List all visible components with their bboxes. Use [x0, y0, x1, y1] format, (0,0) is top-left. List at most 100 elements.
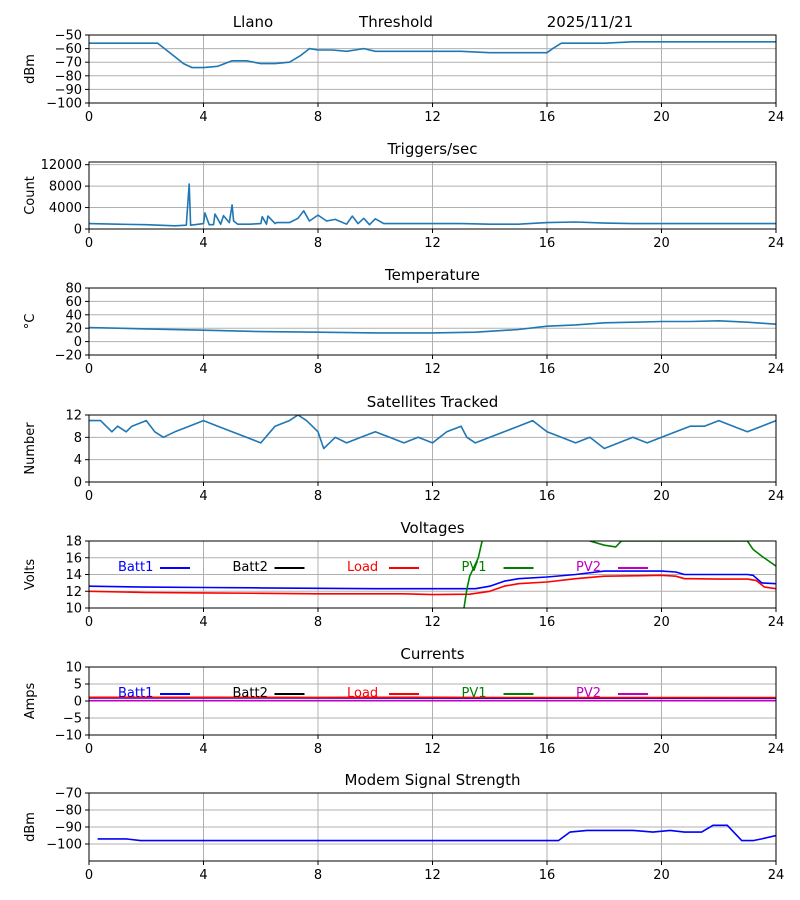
y-axis-label: Amps — [23, 682, 38, 719]
y-tick-label: 8000 — [49, 180, 82, 195]
x-tick-label: 0 — [85, 489, 93, 504]
y-axis-label: Number — [23, 422, 38, 475]
x-tick-label: 24 — [768, 362, 785, 377]
x-tick-label: 0 — [85, 362, 93, 377]
legend-label: Load — [347, 560, 378, 575]
y-tick-label: 0 — [74, 335, 82, 350]
x-tick-label: 0 — [85, 742, 93, 757]
y-tick-label: 5 — [74, 678, 82, 693]
legend-label: PV2 — [576, 686, 601, 701]
y-tick-label: −10 — [55, 729, 82, 744]
series-group — [89, 696, 776, 702]
x-tick-label: 8 — [314, 615, 322, 630]
y-tick-label: −50 — [55, 29, 82, 44]
x-tick-label: 16 — [539, 868, 556, 883]
x-tick-label: 8 — [314, 110, 322, 125]
y-tick-label: −20 — [55, 349, 82, 364]
y-tick-label: 12000 — [41, 158, 82, 173]
y-tick-label: −80 — [55, 804, 82, 819]
y-axis-label: dBm — [23, 54, 38, 84]
y-tick-label: −70 — [55, 787, 82, 802]
x-tick-label: 4 — [199, 110, 207, 125]
y-tick-label: −100 — [46, 97, 82, 112]
x-tick-label: 0 — [85, 868, 93, 883]
x-tick-label: 4 — [199, 489, 207, 504]
chart-title: Voltages — [400, 519, 464, 537]
y-tick-label: 12 — [65, 585, 82, 600]
x-tick-label: 20 — [653, 362, 670, 377]
series-line-batt1 — [89, 570, 776, 590]
y-tick-label: −5 — [63, 712, 82, 727]
x-tick-label: 4 — [199, 868, 207, 883]
legend-label: Batt1 — [118, 686, 153, 701]
chart-triggers: 0 4 8 12 16 20 24 0 4000 8000 12000 Triggers/sec Cou… — [23, 140, 784, 251]
legend-label: Batt2 — [233, 560, 268, 575]
legend-label: PV2 — [576, 560, 601, 575]
series-line-temperature — [89, 319, 776, 334]
y-tick-label: 10 — [65, 602, 82, 617]
x-tick-label: 12 — [424, 615, 441, 630]
series-line-pv1 — [463, 541, 776, 608]
series-line-satellites — [89, 415, 776, 450]
legend-label: PV1 — [462, 560, 487, 575]
y-tick-label: 16 — [65, 551, 82, 566]
x-tick-label: 4 — [199, 236, 207, 251]
chart-satellites: 0 4 8 12 16 20 24 0 4 8 12 Satellites Tracked Number — [23, 393, 784, 504]
x-tick-label: 12 — [424, 236, 441, 251]
x-tick-label: 24 — [768, 110, 785, 125]
series-group — [97, 824, 776, 842]
x-tick-label: 8 — [314, 868, 322, 883]
series-group — [89, 541, 776, 608]
chart-title: Temperature — [384, 266, 480, 284]
x-tick-label: 20 — [653, 742, 670, 757]
series-line-triggers — [89, 183, 776, 227]
chart-title: Triggers/sec — [387, 140, 478, 158]
x-tick-label: 20 — [653, 489, 670, 504]
y-tick-label: −60 — [55, 42, 82, 57]
x-tick-label: 8 — [314, 236, 322, 251]
x-tick-label: 12 — [424, 362, 441, 377]
y-tick-label: 20 — [65, 322, 82, 337]
x-tick-label: 16 — [539, 615, 556, 630]
y-tick-label: 4 — [74, 453, 82, 468]
x-tick-label: 0 — [85, 236, 93, 251]
legend-label: PV1 — [462, 686, 487, 701]
chart-title: Modem Signal Strength — [345, 771, 521, 789]
x-tick-label: 24 — [768, 615, 785, 630]
series-group — [89, 415, 776, 450]
y-tick-label: 10 — [65, 661, 82, 676]
chart-modem: 0 4 8 12 16 20 24 −100 −90 −80 −70 Modem Signal Str… — [23, 771, 784, 883]
y-tick-label: 0 — [74, 476, 82, 491]
x-tick-label: 4 — [199, 615, 207, 630]
station-name: Llano — [233, 13, 273, 31]
x-tick-label: 16 — [539, 742, 556, 757]
series-line-load — [89, 574, 776, 596]
x-tick-label: 24 — [768, 742, 785, 757]
x-tick-label: 20 — [653, 110, 670, 125]
legend-label: Batt1 — [118, 560, 153, 575]
legend: Batt1 Batt2 Load PV1 PV2 — [118, 686, 648, 701]
x-tick-label: 8 — [314, 742, 322, 757]
y-tick-label: 40 — [65, 308, 82, 323]
chart-title: Currents — [400, 645, 464, 663]
y-tick-label: 4000 — [49, 201, 82, 216]
x-tick-label: 16 — [539, 362, 556, 377]
series-group — [89, 40, 776, 69]
x-tick-label: 12 — [424, 110, 441, 125]
y-tick-label: −80 — [55, 69, 82, 84]
y-tick-label: 0 — [74, 695, 82, 710]
y-axis-label: Volts — [23, 559, 38, 591]
y-tick-label: 60 — [65, 295, 82, 310]
x-tick-label: 8 — [314, 489, 322, 504]
y-tick-label: −90 — [55, 821, 82, 836]
x-tick-label: 16 — [539, 110, 556, 125]
chart-title: Satellites Tracked — [367, 393, 498, 411]
legend: Batt1 Batt2 Load PV1 PV2 — [118, 560, 648, 575]
header: Llano Threshold 2025/11/21 — [233, 13, 633, 31]
y-tick-label: 0 — [74, 223, 82, 238]
legend-label: Batt2 — [233, 686, 268, 701]
